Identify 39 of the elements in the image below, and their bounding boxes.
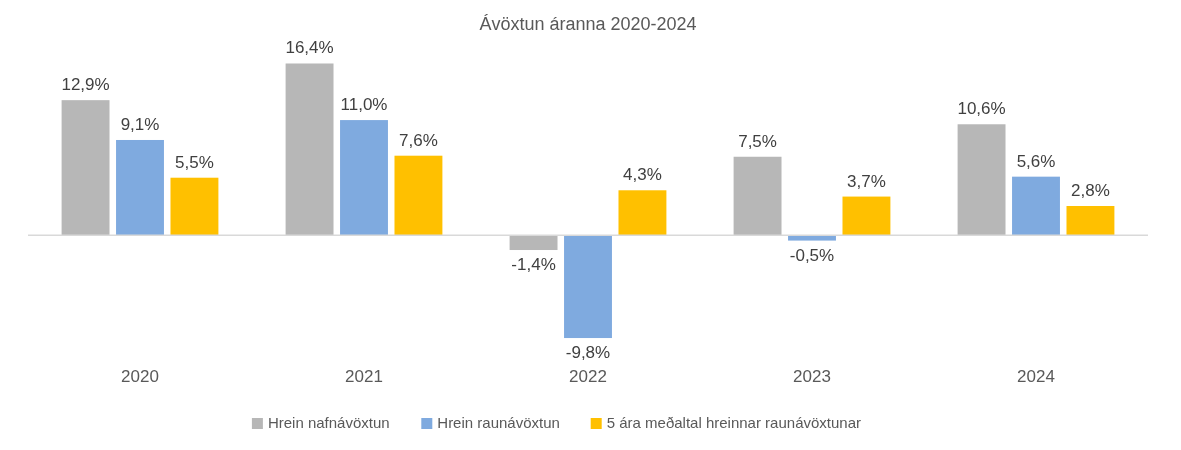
data-label: 5,6% — [1016, 151, 1056, 171]
bar — [842, 196, 891, 236]
data-label: -1,4% — [511, 255, 556, 275]
bar — [285, 63, 334, 236]
data-label: 3,7% — [847, 171, 886, 191]
x-tick-label: 2021 — [345, 367, 383, 386]
bar — [170, 177, 219, 236]
data-label: 10,6% — [957, 99, 1006, 119]
data-label: 5,5% — [175, 152, 214, 172]
data-label: 12,9% — [61, 75, 110, 95]
chart-title: Ávöxtun áranna 2020-2024 — [479, 14, 697, 34]
data-label: -9,8% — [565, 343, 611, 363]
bar — [957, 124, 1006, 236]
bar — [564, 235, 612, 339]
data-label: 7,5% — [738, 131, 777, 151]
bar — [394, 155, 443, 236]
legend-label: Hrein nafnávöxtun — [267, 414, 390, 431]
data-label: 4,3% — [623, 165, 662, 185]
data-label: 16,4% — [285, 38, 334, 58]
data-label: 9,1% — [120, 114, 160, 134]
legend-label: 5 ára meðaltal hreinnar raunávöxtunar — [606, 414, 862, 431]
x-tick-label: 2022 — [569, 367, 607, 386]
legend-label: Hrein raunávöxtun — [437, 414, 560, 431]
x-tick-label: 2020 — [121, 367, 159, 386]
data-label: 11,0% — [340, 95, 388, 115]
x-tick-label: 2024 — [1017, 367, 1055, 386]
bar — [116, 139, 164, 236]
bar — [61, 100, 110, 236]
bar — [618, 190, 667, 236]
bar — [1066, 206, 1115, 236]
bar — [1012, 176, 1060, 236]
bar — [340, 120, 388, 236]
data-label: 2,8% — [1071, 181, 1110, 200]
bar — [788, 235, 836, 241]
data-label: 7,6% — [399, 130, 438, 150]
bar — [733, 156, 782, 236]
data-label: -0,5% — [789, 245, 835, 265]
bar — [509, 235, 558, 251]
x-tick-label: 2023 — [793, 367, 831, 386]
